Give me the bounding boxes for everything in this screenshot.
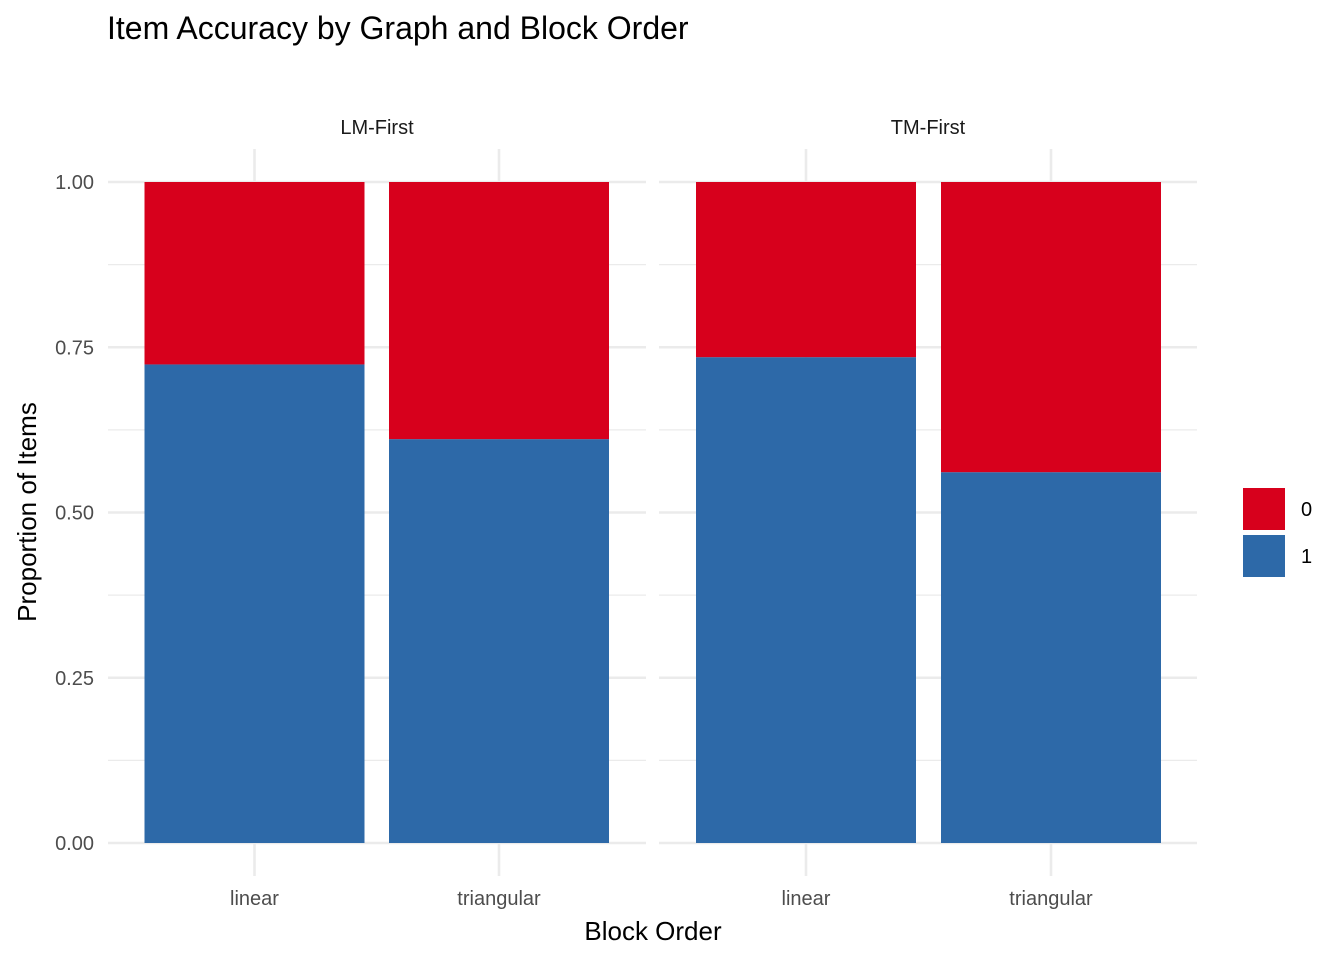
facet-panel-1: LM-First linear triangular xyxy=(108,117,646,910)
y-tick-label: 0.75 xyxy=(55,337,94,359)
legend-key-0 xyxy=(1243,488,1285,530)
x-axis-title: Block Order xyxy=(584,916,722,946)
y-tick-label: 1.00 xyxy=(55,172,94,194)
x-tick-label: linear xyxy=(230,888,279,910)
y-tick-label: 0.50 xyxy=(55,503,94,525)
facet-panel-2: TM-First linear triangular xyxy=(659,117,1197,910)
facet-panels: LM-First linear triangular TM-First linear tr… xyxy=(108,117,1197,910)
y-axis-ticks: 0.00 0.25 0.50 0.75 1.00 xyxy=(55,172,94,855)
y-tick-label: 0.25 xyxy=(55,668,94,690)
bar-segment-0-triangular xyxy=(941,182,1161,473)
bar-segment-0-triangular xyxy=(389,182,609,440)
legend: 01 xyxy=(1243,488,1312,577)
chart-title: Item Accuracy by Graph and Block Order xyxy=(107,10,689,46)
bar-segment-1-linear xyxy=(696,357,916,843)
bar-segment-1-linear xyxy=(144,364,365,843)
facet-strip-label: LM-First xyxy=(340,117,414,139)
legend-label: 0 xyxy=(1301,499,1312,521)
y-axis-title: Proportion of Items xyxy=(12,402,42,622)
bar-segment-1-triangular xyxy=(941,472,1161,843)
bar-segment-0-linear xyxy=(144,182,365,365)
bar-segment-1-triangular xyxy=(389,439,609,843)
legend-label: 1 xyxy=(1301,546,1312,568)
facet-strip-label: TM-First xyxy=(891,117,966,139)
y-tick-label: 0.00 xyxy=(55,833,94,855)
x-tick-label: linear xyxy=(782,888,831,910)
legend-key-1 xyxy=(1243,535,1285,577)
bar-segment-0-linear xyxy=(696,182,916,358)
x-tick-label: triangular xyxy=(457,888,541,910)
x-tick-label: triangular xyxy=(1009,888,1093,910)
